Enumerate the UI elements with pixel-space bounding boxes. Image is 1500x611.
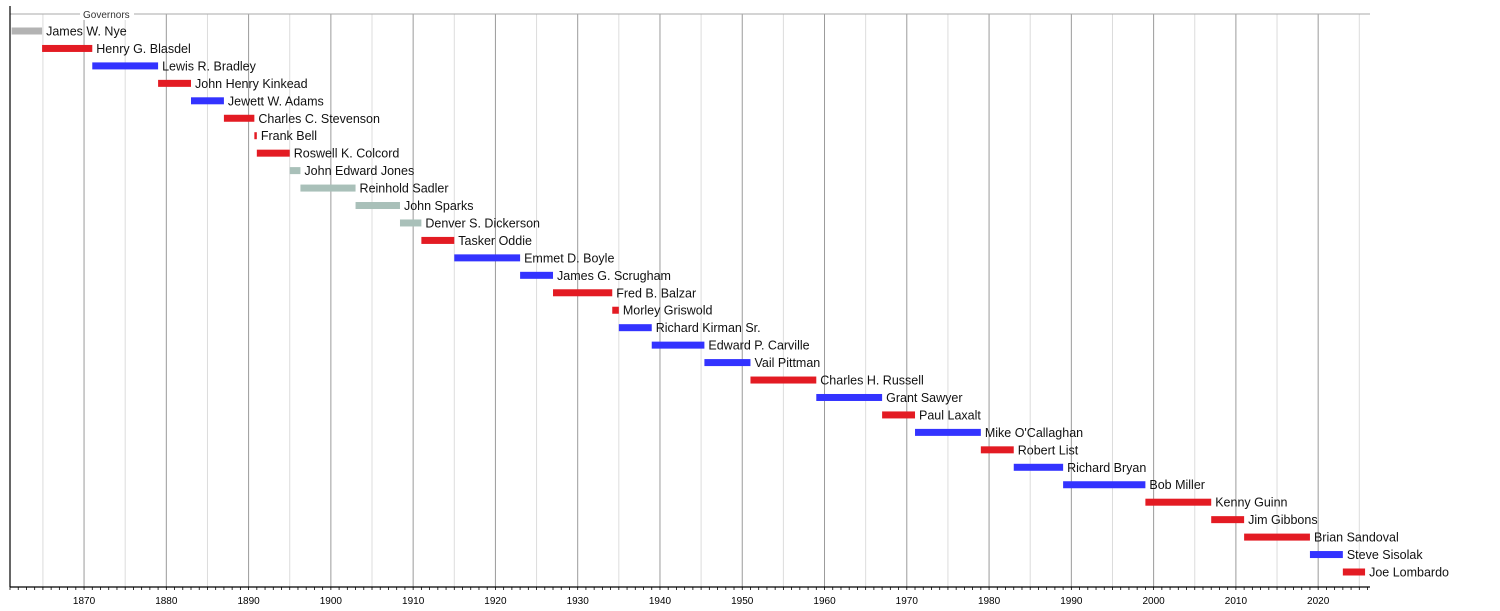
governor-label: Morley Griswold (623, 304, 713, 318)
term-bar (1244, 533, 1310, 541)
term-bar (1309, 551, 1343, 559)
x-tick-label: 1960 (813, 596, 836, 606)
term-bar (92, 62, 159, 70)
term-bar (882, 411, 916, 419)
title-bg (80, 8, 134, 20)
governor-label: Fred B. Balzar (616, 286, 696, 300)
governor-label: Jim Gibbons (1248, 513, 1317, 527)
term-bar (223, 114, 255, 122)
x-tick-label: 1900 (320, 596, 343, 606)
term-bar (300, 184, 356, 192)
governor-label: Mike O'Callaghan (985, 426, 1083, 440)
governor-label: John Sparks (404, 199, 473, 213)
governor-label: Lewis R. Bradley (162, 59, 257, 73)
term-bar (980, 446, 1014, 454)
governor-label: James G. Scrugham (557, 269, 671, 283)
term-bar (421, 236, 455, 244)
governor-label: Kenny Guinn (1215, 496, 1287, 510)
term-bar (1063, 481, 1146, 489)
term-bar (915, 428, 981, 436)
governor-label: Tasker Oddie (458, 234, 532, 248)
term-bar (256, 149, 290, 157)
governor-label: Bob Miller (1149, 478, 1205, 492)
term-bar (1211, 516, 1245, 524)
x-tick-label: 2020 (1307, 596, 1330, 606)
governor-label: Joe Lombardo (1369, 566, 1449, 580)
x-tick-label: 1970 (896, 596, 919, 606)
term-bar (520, 271, 554, 279)
governor-label: Richard Kirman Sr. (656, 321, 761, 335)
term-bar (553, 289, 613, 297)
term-bar (11, 27, 43, 35)
term-bar (1145, 498, 1212, 506)
governor-label: James W. Nye (46, 25, 127, 39)
x-tick-label: 1980 (978, 596, 1001, 606)
term-bar (289, 167, 301, 175)
governor-label: Jewett W. Adams (228, 94, 324, 108)
term-bar (750, 376, 817, 384)
governor-label: Richard Bryan (1067, 461, 1146, 475)
governor-label: Paul Laxalt (919, 408, 981, 422)
term-bar (1342, 568, 1366, 576)
x-tick-label: 1870 (73, 596, 96, 606)
governor-label: Vail Pittman (754, 356, 820, 370)
governor-label: Charles H. Russell (820, 374, 924, 388)
chart-title: Governors (83, 10, 130, 21)
governor-label: Grant Sawyer (886, 391, 962, 405)
x-tick-label: 1940 (649, 596, 672, 606)
governor-label: Steve Sisolak (1347, 548, 1423, 562)
term-bar (355, 202, 400, 210)
term-bar (1013, 463, 1064, 471)
term-bar (454, 254, 521, 262)
x-tick-label: 1950 (731, 596, 754, 606)
term-bars: James W. Nye Henry G. Blasdel Lewis R. Bra… (11, 25, 1449, 580)
governor-label: Edward P. Carville (708, 339, 809, 353)
governor-label: Frank Bell (261, 129, 317, 143)
governor-label: Denver S. Dickerson (425, 216, 540, 230)
governor-label: John Edward Jones (304, 164, 414, 178)
x-tick-label: 2000 (1142, 596, 1165, 606)
x-tick-label: 2010 (1225, 596, 1248, 606)
governor-label: Roswell K. Colcord (294, 147, 400, 161)
term-bar (42, 44, 93, 52)
x-tick-label: 1880 (155, 596, 178, 606)
term-bar (704, 359, 751, 367)
term-bar (651, 341, 705, 349)
term-bar (399, 219, 422, 227)
x-tick-label: 1890 (237, 596, 260, 606)
x-tick-label: 1990 (1060, 596, 1083, 606)
governor-label: Henry G. Blasdel (96, 42, 190, 56)
x-tick-label: 1930 (567, 596, 590, 606)
governor-label: Emmet D. Boyle (524, 251, 614, 265)
governor-label: Reinhold Sadler (360, 182, 449, 196)
term-bar (816, 393, 883, 401)
term-bar (191, 97, 224, 105)
x-tick-label: 1920 (484, 596, 507, 606)
term-bar (618, 324, 652, 332)
x-axis: 1870 1880 1890 1900 1910 1920 1930 1940 1950 1960… (9, 6, 1370, 607)
governor-label: John Henry Kinkead (195, 77, 308, 91)
term-bar (612, 306, 619, 314)
term-bar (158, 79, 192, 87)
governor-label: Charles C. Stevenson (258, 112, 380, 126)
grid-lines (42, 14, 1360, 587)
term-bar (254, 132, 257, 140)
governor-label: Brian Sandoval (1314, 531, 1399, 545)
governor-label: Robert List (1018, 443, 1079, 457)
x-tick-label: 1910 (402, 596, 425, 606)
